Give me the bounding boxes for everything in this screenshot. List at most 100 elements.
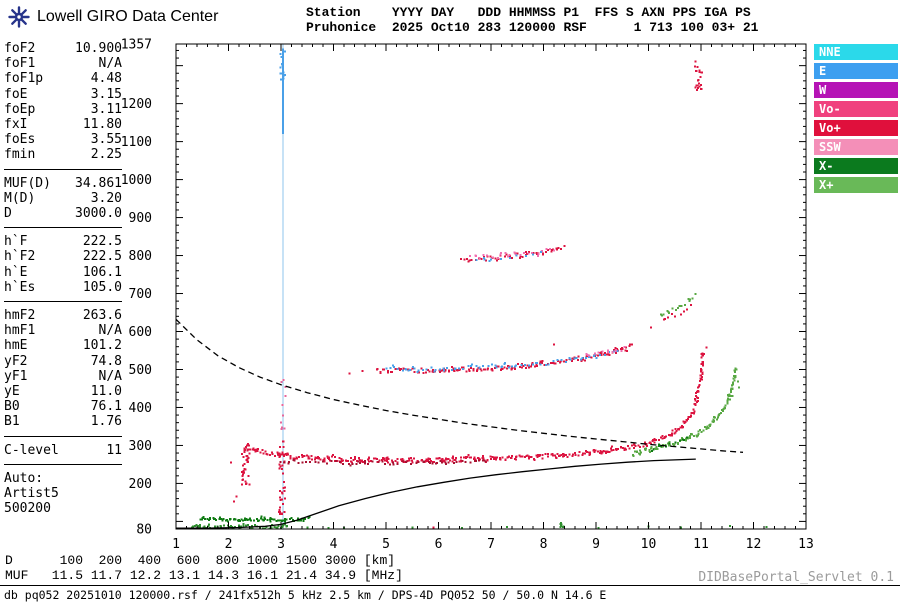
param-label: B0: [4, 399, 20, 415]
param-label: foEs: [4, 132, 36, 148]
param-label: foF1: [4, 56, 36, 72]
footer-info: db pq052 20251010 120000.rsf / 241fx512h…: [4, 588, 607, 602]
param-row-yf1: yF1 N/A: [4, 369, 122, 384]
param-value: 10.900: [75, 41, 122, 56]
parameter-panel: foF2 10.900 foF1 N/A foF1p 4.48 foE 3.15 foEp 3.1…: [4, 41, 122, 516]
legend-item-6-x: X-: [814, 158, 898, 174]
param-label: M(D): [4, 190, 36, 206]
param-value: 3.15: [90, 86, 122, 102]
param-row-b1: B1 1.76: [4, 414, 122, 429]
param-label: foF2: [4, 41, 36, 56]
svg-text:8: 8: [540, 537, 548, 552]
param-row-ye: yE 11.0: [4, 384, 122, 399]
param-label: foEp: [4, 101, 36, 117]
legend-item-2-w: W: [814, 82, 898, 98]
param-value: 3000.0: [75, 206, 122, 222]
param-value: 106.1: [82, 264, 122, 280]
param-value: 101.2: [82, 338, 122, 354]
logo-text: Lowell GIRO Data Center: [37, 8, 219, 25]
param-row-d: D 3000.0: [4, 206, 122, 221]
param-label: yF1: [4, 368, 28, 384]
param-value: N/A: [98, 368, 122, 384]
param-value: 3.55: [90, 132, 122, 148]
svg-text:1100: 1100: [121, 135, 152, 150]
param-label: yF2: [4, 353, 28, 369]
param-label: foE: [4, 86, 28, 102]
param-row-hf: h`F 222.5: [4, 234, 122, 249]
svg-text:500: 500: [129, 363, 152, 378]
legend-item-4-vo: Vo+: [814, 120, 898, 136]
param-row-hf2: h`F2 222.5: [4, 249, 122, 264]
param-group-separator: [4, 435, 122, 437]
giro-logo-icon: [8, 6, 30, 28]
svg-text:900: 900: [129, 211, 152, 226]
svg-text:1: 1: [172, 537, 180, 552]
servlet-version: DIDBasePortal_Servlet 0.1: [698, 570, 894, 585]
param-value: 2.25: [90, 147, 122, 163]
svg-text:13: 13: [798, 537, 814, 552]
svg-text:9: 9: [592, 537, 600, 552]
footer-divider: [0, 585, 900, 586]
param-label: h`Es: [4, 279, 36, 295]
d-row: D 100 200 400 600 800 1000 1500 3000 [km…: [5, 553, 396, 568]
header-info: Station YYYY DAY DDD HHMMSS P1 FFS S AXN…: [306, 5, 758, 35]
legend-item-7-x: X+: [814, 177, 898, 193]
param-group-separator: [4, 227, 122, 229]
svg-text:400: 400: [129, 401, 152, 416]
param-value: N/A: [98, 56, 122, 72]
svg-text:700: 700: [129, 287, 152, 302]
param-label: h`F: [4, 234, 28, 250]
param-label: foF1p: [4, 71, 44, 87]
svg-text:1200: 1200: [121, 97, 152, 112]
param-row-hmf2: hmF2 263.6: [4, 308, 122, 323]
param-row-hmf1: hmF1 N/A: [4, 323, 122, 338]
svg-text:11: 11: [693, 537, 709, 552]
param-group-separator: [4, 168, 122, 170]
param-row-fmin: fmin 2.25: [4, 147, 122, 162]
param-group-separator: [4, 301, 122, 303]
param-label: hmF1: [4, 323, 36, 339]
svg-text:1357: 1357: [121, 38, 152, 53]
param-value: 34.861: [75, 175, 122, 191]
param-row-clevel: C-level 11: [4, 443, 122, 458]
param-value: 74.8: [90, 353, 122, 369]
logo: Lowell GIRO Data Center: [8, 6, 218, 28]
svg-text:12: 12: [746, 537, 762, 552]
svg-text:4: 4: [330, 537, 338, 552]
muf-row: MUF 11.5 11.7 12.2 13.1 14.3 16.1 21.4 3…: [5, 568, 403, 583]
param-label: hmF2: [4, 308, 36, 324]
param-value: 11.80: [82, 117, 122, 133]
param-value: 76.1: [90, 399, 122, 415]
param-value: 11: [106, 442, 122, 458]
svg-text:1000: 1000: [121, 173, 152, 188]
param-row-md: M(D) 3.20: [4, 191, 122, 206]
param-value: 263.6: [82, 308, 122, 324]
param-row-he: h`E 106.1: [4, 265, 122, 280]
param-row-b0: B0 76.1: [4, 399, 122, 414]
svg-text:7: 7: [487, 537, 495, 552]
param-value: 4.48: [90, 71, 122, 87]
param-row-fof2: foF2 10.900: [4, 41, 122, 56]
autoscaler-line-0: Auto:: [4, 470, 44, 486]
param-row-hes: h`Es 105.0: [4, 280, 122, 295]
svg-text:300: 300: [129, 439, 152, 454]
param-value: 3.20: [90, 190, 122, 206]
param-value: 222.5: [82, 234, 122, 250]
param-label: hmE: [4, 338, 28, 354]
svg-text:5: 5: [382, 537, 390, 552]
param-row-mufd: MUF(D) 34.861: [4, 176, 122, 191]
param-label: h`E: [4, 264, 28, 280]
param-row-hme: hmE 101.2: [4, 338, 122, 353]
legend-item-0-nne: NNE: [814, 44, 898, 60]
param-label: C-level: [4, 442, 59, 458]
param-row-yf2: yF2 74.8: [4, 354, 122, 369]
header-record-values: Pruhonice 2025 Oct10 283 120000 RSF 1 71…: [306, 20, 759, 35]
param-row-foe: foE 3.15: [4, 87, 122, 102]
svg-text:10: 10: [641, 537, 657, 552]
param-label: B1: [4, 414, 20, 430]
svg-text:200: 200: [129, 477, 152, 492]
param-row-foes: foEs 3.55: [4, 132, 122, 147]
param-label: yE: [4, 384, 20, 400]
